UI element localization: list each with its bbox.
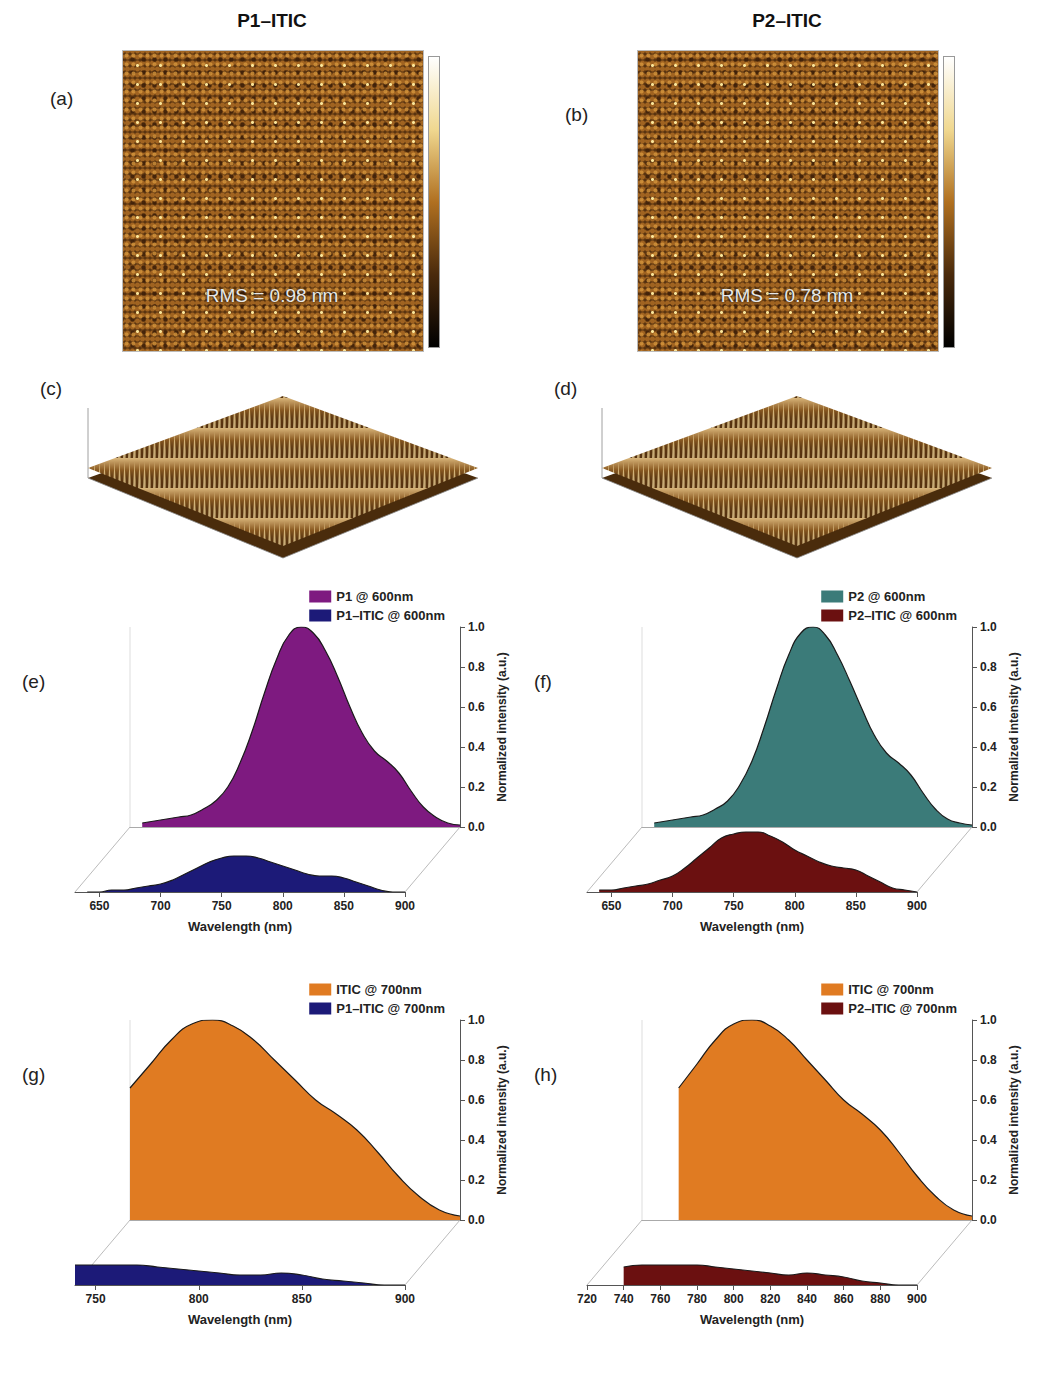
svg-text:Normalized intensity (a.u.): Normalized intensity (a.u.) bbox=[1007, 1045, 1021, 1194]
svg-text:1.0: 1.0 bbox=[468, 1013, 485, 1027]
svg-text:0.4: 0.4 bbox=[980, 740, 997, 754]
svg-text:1.0: 1.0 bbox=[980, 1013, 997, 1027]
svg-text:900: 900 bbox=[907, 899, 927, 913]
svg-text:0.6: 0.6 bbox=[980, 700, 997, 714]
svg-text:(e): (e) bbox=[22, 671, 45, 692]
svg-text:700: 700 bbox=[151, 899, 171, 913]
html-text:P2–ITIC: P2–ITIC bbox=[752, 10, 822, 31]
svg-text:750: 750 bbox=[724, 899, 744, 913]
svg-text:0.0: 0.0 bbox=[468, 820, 485, 834]
svg-text:750: 750 bbox=[86, 1292, 106, 1306]
svg-text:P1–ITIC @ 600nm: P1–ITIC @ 600nm bbox=[336, 608, 445, 623]
svg-text:900: 900 bbox=[395, 1292, 415, 1306]
svg-text:650: 650 bbox=[89, 899, 109, 913]
svg-text:P2 @ 600nm: P2 @ 600nm bbox=[848, 589, 925, 604]
svg-text:0.2: 0.2 bbox=[980, 780, 997, 794]
svg-text:Normalized intensity (a.u.): Normalized intensity (a.u.) bbox=[495, 1045, 509, 1194]
svg-text:Normalized intensity (a.u.): Normalized intensity (a.u.) bbox=[1007, 652, 1021, 801]
svg-text:820: 820 bbox=[760, 1292, 780, 1306]
svg-text:900: 900 bbox=[395, 899, 415, 913]
svg-text:1.0: 1.0 bbox=[468, 620, 485, 634]
svg-text:0.4: 0.4 bbox=[468, 740, 485, 754]
svg-text:P2–ITIC @ 600nm: P2–ITIC @ 600nm bbox=[848, 608, 957, 623]
svg-text:Wavelength (nm): Wavelength (nm) bbox=[188, 1312, 292, 1327]
svg-text:720: 720 bbox=[577, 1292, 597, 1306]
svg-text:P1 @ 600nm: P1 @ 600nm bbox=[336, 589, 413, 604]
svg-text:ITIC @ 700nm: ITIC @ 700nm bbox=[336, 982, 422, 997]
svg-text:P2–ITIC @ 700nm: P2–ITIC @ 700nm bbox=[848, 1001, 957, 1016]
svg-text:0.8: 0.8 bbox=[980, 660, 997, 674]
svg-text:(f): (f) bbox=[534, 671, 552, 692]
html-text:RMS = 0.98 nm: RMS = 0.98 nm bbox=[205, 285, 339, 306]
svg-text:P1–ITIC @ 700nm: P1–ITIC @ 700nm bbox=[336, 1001, 445, 1016]
svg-text:0.8: 0.8 bbox=[468, 660, 485, 674]
html-text:(a): (a) bbox=[50, 88, 74, 109]
svg-text:700: 700 bbox=[663, 899, 683, 913]
svg-text:650: 650 bbox=[601, 899, 621, 913]
svg-text:0.2: 0.2 bbox=[468, 780, 485, 794]
svg-text:0.6: 0.6 bbox=[468, 700, 485, 714]
svg-text:0.6: 0.6 bbox=[468, 1093, 485, 1107]
svg-text:0.8: 0.8 bbox=[468, 1053, 485, 1067]
svg-text:900: 900 bbox=[907, 1292, 927, 1306]
svg-text:800: 800 bbox=[189, 1292, 209, 1306]
svg-text:800: 800 bbox=[785, 899, 805, 913]
html-text:(d): (d) bbox=[554, 378, 578, 399]
svg-text:0.4: 0.4 bbox=[980, 1133, 997, 1147]
svg-text:0.2: 0.2 bbox=[980, 1173, 997, 1187]
svg-text:850: 850 bbox=[292, 1292, 312, 1306]
svg-text:0.2: 0.2 bbox=[468, 1173, 485, 1187]
svg-text:ITIC @ 700nm: ITIC @ 700nm bbox=[848, 982, 934, 997]
svg-text:0.0: 0.0 bbox=[468, 1213, 485, 1227]
svg-text:(g): (g) bbox=[22, 1064, 45, 1085]
svg-text:0.4: 0.4 bbox=[468, 1133, 485, 1147]
svg-text:(h): (h) bbox=[534, 1064, 557, 1085]
svg-text:800: 800 bbox=[273, 899, 293, 913]
svg-text:0.0: 0.0 bbox=[980, 1213, 997, 1227]
svg-text:850: 850 bbox=[846, 899, 866, 913]
svg-text:860: 860 bbox=[834, 1292, 854, 1306]
svg-text:1.0: 1.0 bbox=[980, 620, 997, 634]
svg-text:0.6: 0.6 bbox=[980, 1093, 997, 1107]
svg-text:0.0: 0.0 bbox=[980, 820, 997, 834]
html-text:RMS = 0.78 nm: RMS = 0.78 nm bbox=[720, 285, 854, 306]
html-text:(b): (b) bbox=[565, 104, 589, 125]
svg-text:840: 840 bbox=[797, 1292, 817, 1306]
svg-text:780: 780 bbox=[687, 1292, 707, 1306]
svg-text:Normalized intensity (a.u.): Normalized intensity (a.u.) bbox=[495, 652, 509, 801]
svg-text:880: 880 bbox=[870, 1292, 890, 1306]
svg-text:740: 740 bbox=[614, 1292, 634, 1306]
svg-text:750: 750 bbox=[212, 899, 232, 913]
svg-text:760: 760 bbox=[650, 1292, 670, 1306]
svg-text:Wavelength (nm): Wavelength (nm) bbox=[700, 919, 804, 934]
svg-text:800: 800 bbox=[724, 1292, 744, 1306]
svg-text:Wavelength (nm): Wavelength (nm) bbox=[700, 1312, 804, 1327]
svg-text:Wavelength (nm): Wavelength (nm) bbox=[188, 919, 292, 934]
svg-text:0.8: 0.8 bbox=[980, 1053, 997, 1067]
html-text:P1–ITIC: P1–ITIC bbox=[237, 10, 307, 31]
html-text:(c): (c) bbox=[40, 378, 63, 399]
svg-text:850: 850 bbox=[334, 899, 354, 913]
